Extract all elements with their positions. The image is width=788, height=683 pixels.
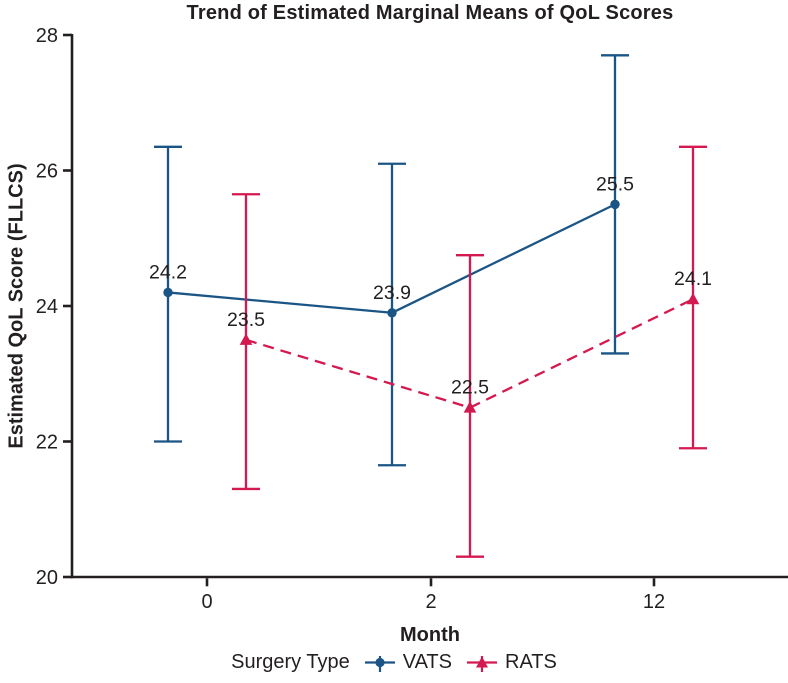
point-label-vats-1: 23.9 <box>373 282 411 304</box>
y-tick-label: 20 <box>36 567 58 589</box>
x-tick-label: 2 <box>425 591 436 613</box>
x-axis-title: Month <box>400 624 460 646</box>
marker-rats-2 <box>686 292 700 305</box>
point-label-rats-2: 24.1 <box>674 268 712 290</box>
legend-key-marker <box>476 656 488 667</box>
legend-item-rats: RATS <box>465 651 557 674</box>
point-label-rats-0: 23.5 <box>227 309 265 331</box>
legend-label-vats: VATS <box>402 651 452 673</box>
y-tick-label: 26 <box>36 161 58 183</box>
rats-pointrange-icon <box>467 655 497 672</box>
legend-label-rats: RATS <box>505 651 557 673</box>
y-tick-label: 28 <box>36 25 58 47</box>
x-tick-label: 0 <box>201 591 212 613</box>
point-label-rats-1: 22.5 <box>451 377 489 399</box>
point-label-vats-2: 25.5 <box>596 173 634 195</box>
y-tick-label: 22 <box>36 432 58 454</box>
marker-vats-1 <box>387 308 397 318</box>
y-tick-label: 24 <box>36 296 58 318</box>
marker-vats-2 <box>610 199 620 210</box>
legend: Surgery Type VATS RATS <box>0 651 788 674</box>
point-label-vats-0: 24.2 <box>149 261 187 283</box>
vats-pointrange-icon <box>364 655 395 672</box>
legend-item-vats: VATS <box>363 651 452 674</box>
legend-key-marker <box>375 657 385 667</box>
marker-rats-0 <box>239 333 253 345</box>
marker-rats-1 <box>463 401 477 413</box>
plot-area: 20 22 24 26 28 0 2 12 24.2 23.9 25.5 23.5 22.5 24.1 <box>36 25 788 613</box>
x-tick-label: 12 <box>643 591 665 613</box>
legend-title: Surgery Type <box>231 651 350 673</box>
marker-vats-0 <box>163 287 173 298</box>
chart-title: Trend of Estimated Marginal Means of QoL… <box>186 2 674 24</box>
